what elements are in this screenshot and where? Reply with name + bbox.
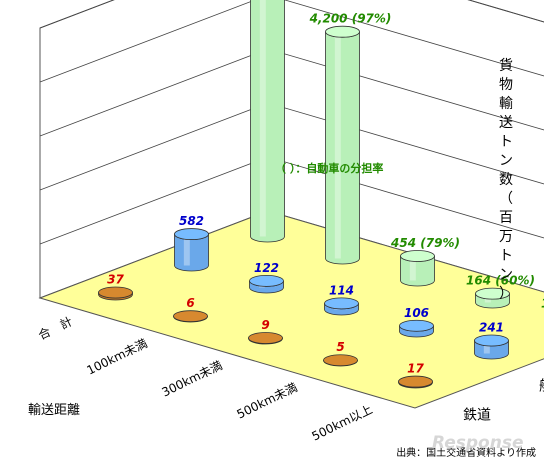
y-axis-label-char: ） xyxy=(499,286,513,302)
bar-highlight xyxy=(483,340,490,354)
category-label: 合 計 xyxy=(36,313,75,342)
data-label: 241 xyxy=(479,320,504,334)
data-label: 148 (37%) xyxy=(541,297,544,311)
bar-船舶-3 xyxy=(399,319,434,338)
bar-船舶-0 xyxy=(174,228,209,272)
data-label: 114 xyxy=(329,283,354,297)
bar-自動車-0 xyxy=(250,0,285,243)
data-label: 4,200 (97%) xyxy=(309,12,392,26)
data-label: 582 xyxy=(179,214,204,228)
bar-船舶-4 xyxy=(474,334,509,360)
bar-top xyxy=(174,228,209,240)
y-axis-label-char: （ xyxy=(499,191,513,207)
bar-body xyxy=(325,31,360,265)
bar-top xyxy=(173,310,208,323)
series-label: 船舶 xyxy=(539,379,544,395)
data-label: 17 xyxy=(407,362,424,376)
bar-top xyxy=(399,319,434,332)
bar-top xyxy=(98,286,133,299)
data-label: 9 xyxy=(261,318,269,332)
y-axis-label-char: 百 xyxy=(499,210,513,226)
y-axis-label-char: 貨 xyxy=(499,57,513,74)
bar-top xyxy=(325,25,360,38)
data-label: 164 (60%) xyxy=(466,274,535,288)
bar-top xyxy=(248,332,283,344)
bar-鉄道-2 xyxy=(248,332,283,345)
y-axis-label-char: ン xyxy=(499,153,513,169)
bar-body xyxy=(250,0,285,243)
y-axis-label-char: 送 xyxy=(499,115,513,131)
category-label: 300km未満 xyxy=(160,358,225,399)
y-axis-label-char: 万 xyxy=(499,229,513,245)
bar-top xyxy=(249,275,284,287)
data-label: 122 xyxy=(254,261,279,275)
y-axis-label-char: ン xyxy=(499,267,513,283)
bar-top xyxy=(323,354,358,367)
y-axis-label-char: 輸 xyxy=(499,96,513,112)
bar-鉄道-4 xyxy=(398,375,433,389)
bar-top xyxy=(398,375,433,388)
data-label: 37 xyxy=(107,273,124,287)
bar-top xyxy=(400,250,435,262)
bar-船舶-1 xyxy=(249,275,284,294)
source-note: 出典：国土交通省資料より作成 xyxy=(396,446,536,459)
category-label: 500km未満 xyxy=(235,380,300,421)
y-axis-label-char: ト xyxy=(499,134,513,150)
data-label: 106 xyxy=(404,306,429,320)
series-labels: 鉄道船舶自動車 xyxy=(463,379,544,424)
bar-自動車-2 xyxy=(400,250,435,287)
bar-鉄道-1 xyxy=(173,310,208,323)
data-label: 6 xyxy=(186,296,194,310)
bar-top xyxy=(474,334,509,347)
gridline xyxy=(39,0,544,83)
data-label: 454 (79%) xyxy=(390,236,460,250)
bar-鉄道-0 xyxy=(98,286,133,301)
y-axis-label-char: 物 xyxy=(499,77,513,93)
data-labels: 148 (37%)164 (60%)454 (79%)4,200 (97%)4,… xyxy=(107,12,544,376)
data-marks xyxy=(98,0,510,389)
bar-船舶-2 xyxy=(324,297,359,316)
chart-texts: （ ）：自動車の分担率 輸送距離 出典：国土交通省資料より作成 Response xyxy=(28,161,536,459)
gridline xyxy=(39,0,544,29)
category-label: 500km以上 xyxy=(310,402,375,443)
series-label: 鉄道 xyxy=(463,408,491,424)
bar-自動車-3 xyxy=(475,287,510,309)
y-axis-label-char: 数 xyxy=(499,172,513,188)
bar-highlight xyxy=(183,234,190,266)
y-axis-label-char: ト xyxy=(499,248,513,264)
watermark: Response xyxy=(432,433,524,453)
bar-top xyxy=(475,287,510,300)
bar-鉄道-3 xyxy=(323,354,358,367)
category-label: 100km未満 xyxy=(85,336,150,377)
bar-自動車-1 xyxy=(325,25,360,265)
x-axis-label: 輸送距離 xyxy=(28,403,80,418)
bar-highlight xyxy=(334,31,341,259)
data-label: 5 xyxy=(336,340,344,354)
bar-top xyxy=(324,297,359,310)
bar-highlight xyxy=(409,255,416,281)
bar-highlight xyxy=(259,0,266,237)
rate-note: （ ）：自動車の分担率 xyxy=(275,161,383,175)
